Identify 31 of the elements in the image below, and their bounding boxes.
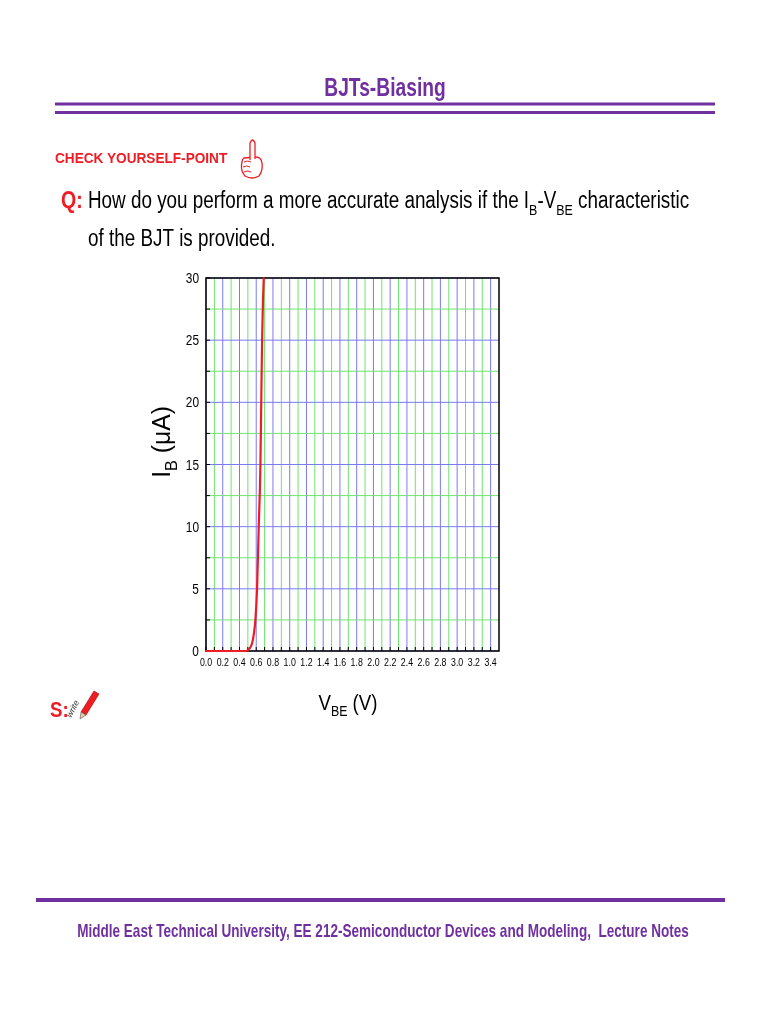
- text: Q:: [61, 187, 83, 214]
- y-tick-label: 15: [185, 456, 199, 473]
- text: Middle East Technical University, EE 212-Semiconductor Devices and Modeling, Lecture Notes: [77, 921, 690, 941]
- x-tick-label: 0.8: [266, 656, 280, 669]
- y-tick-label: 20: [185, 394, 199, 411]
- x-tick-label: 2.6: [417, 656, 431, 669]
- x-tick-label: 3.4: [484, 656, 498, 669]
- x-tick-label: 2.4: [400, 656, 414, 669]
- x-tick-label: 1.2: [300, 656, 313, 669]
- y-tick-label: 5: [192, 580, 199, 598]
- x-tick-label: 2.2: [384, 656, 397, 669]
- y-tick-label: 0: [192, 643, 199, 660]
- y-tick-label: 10: [185, 518, 199, 535]
- y-tick-label: 30: [185, 270, 199, 287]
- x-tick-label: 1.8: [350, 656, 364, 669]
- x-tick-label: 3.0: [451, 656, 464, 669]
- y-tick-label: 25: [185, 332, 199, 349]
- x-tick-label: 2.8: [434, 656, 447, 669]
- x-tick-label: 2.0: [367, 656, 380, 669]
- x-tick-label: 0.6: [250, 656, 263, 669]
- x-tick-label: 1.4: [317, 656, 330, 669]
- x-axis-title: V$_{BE}$ (V): [318, 690, 378, 720]
- text: How do you perform a more accurate analysis if the I$_{B}$-V$_{BE}$ characteristic of the BJT is provided.: [88, 187, 690, 251]
- x-tick-label: 0.4: [233, 656, 246, 669]
- x-tick-label: 1.0: [283, 656, 297, 669]
- x-tick-label: 0.2: [216, 656, 230, 669]
- text: CHECK YOURSELF-POINT: [55, 149, 228, 167]
- x-tick-label: 1.6: [333, 656, 347, 669]
- x-tick-label: 3.2: [467, 656, 481, 669]
- x-tick-label: 0.0: [199, 656, 213, 669]
- chart-title: BJTs-Biasing: [324, 72, 446, 102]
